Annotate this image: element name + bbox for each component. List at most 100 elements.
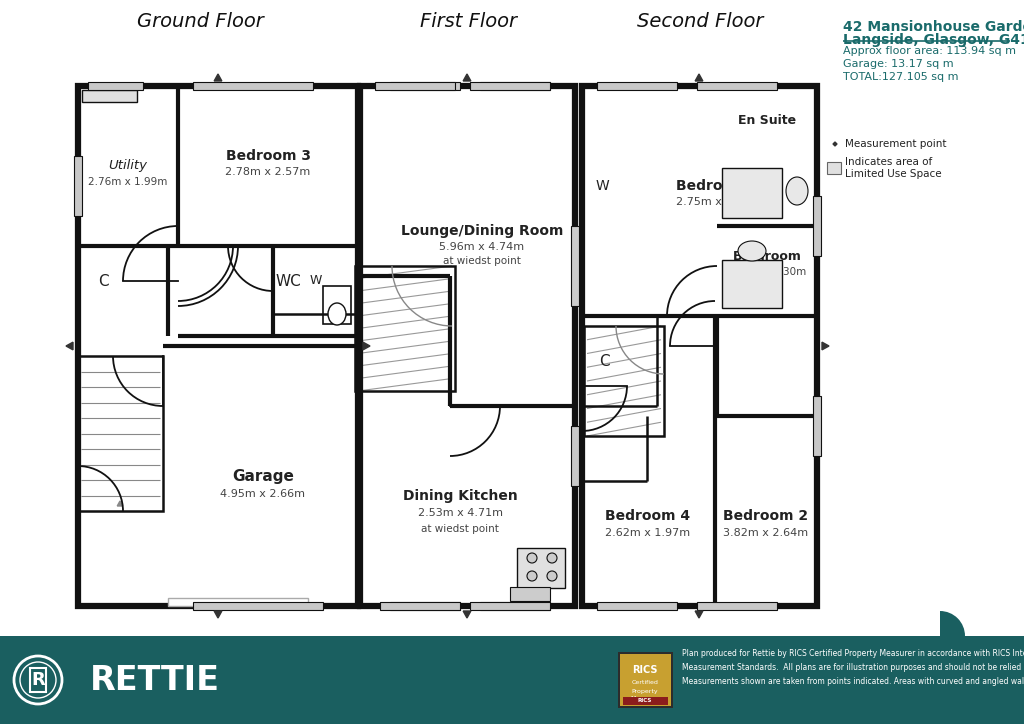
Text: Plan produced for Rettie by RICS Certified Property Measurer in accordance with : Plan produced for Rettie by RICS Certifi… <box>682 649 1024 686</box>
Text: Property: Property <box>632 689 658 694</box>
Bar <box>813 196 821 256</box>
Text: W: W <box>310 274 323 287</box>
Polygon shape <box>463 611 471 618</box>
Bar <box>168 598 308 606</box>
Text: WC: WC <box>275 274 301 288</box>
Polygon shape <box>66 342 73 350</box>
Text: 2.75m x 4.08m: 2.75m x 4.08m <box>677 197 762 207</box>
Bar <box>88 82 143 90</box>
Polygon shape <box>118 501 123 506</box>
Text: 5.96m x 4.74m: 5.96m x 4.74m <box>439 242 524 252</box>
Bar <box>620 654 671 706</box>
Text: at wiedst point: at wiedst point <box>443 256 521 266</box>
Bar <box>517 548 565 588</box>
Text: Ground Floor: Ground Floor <box>136 12 263 31</box>
Bar <box>470 82 550 90</box>
Bar <box>571 426 579 486</box>
Bar <box>360 86 575 606</box>
Bar <box>510 587 550 601</box>
Text: Measurer: Measurer <box>631 696 659 702</box>
Text: 4.95m x 2.66m: 4.95m x 2.66m <box>220 489 305 499</box>
Bar <box>517 548 565 588</box>
Bar <box>480 82 550 90</box>
Bar <box>193 602 323 610</box>
Circle shape <box>527 571 537 581</box>
Text: En Suite: En Suite <box>738 114 796 127</box>
Bar <box>813 396 821 456</box>
Polygon shape <box>695 74 702 81</box>
Bar <box>582 86 817 606</box>
Bar <box>470 82 550 90</box>
Text: 2.53m x 4.71m: 2.53m x 4.71m <box>418 508 503 518</box>
Bar <box>78 86 358 606</box>
Bar <box>390 82 460 90</box>
Text: Dining Kitchen: Dining Kitchen <box>402 489 517 503</box>
Text: at wiedst point: at wiedst point <box>421 524 499 534</box>
Bar <box>30 668 46 692</box>
Bar <box>88 82 143 90</box>
Text: 3.82m x 2.64m: 3.82m x 2.64m <box>723 528 809 538</box>
Bar <box>597 602 677 610</box>
Text: Certified: Certified <box>632 681 658 686</box>
Ellipse shape <box>328 303 346 325</box>
Bar <box>193 82 313 90</box>
Bar <box>480 602 550 610</box>
Circle shape <box>547 553 557 563</box>
Bar <box>355 266 455 391</box>
Text: Bedroom 3: Bedroom 3 <box>225 149 310 163</box>
Bar <box>597 82 677 90</box>
Text: Langside, Glasgow, G41 3DP: Langside, Glasgow, G41 3DP <box>843 33 1024 47</box>
Text: 2.78m x 2.57m: 2.78m x 2.57m <box>225 167 310 177</box>
Bar <box>82 90 137 102</box>
Bar <box>571 226 579 306</box>
Ellipse shape <box>786 177 808 205</box>
Text: Lounge/Dining Room: Lounge/Dining Room <box>400 224 563 238</box>
Bar <box>940 611 1024 636</box>
Bar <box>697 82 777 90</box>
Bar <box>74 156 82 216</box>
Bar <box>0 0 1024 636</box>
Bar <box>390 602 460 610</box>
Bar <box>697 82 777 90</box>
Text: 42 Mansionhouse Gardens: 42 Mansionhouse Gardens <box>843 20 1024 34</box>
Text: Garage: 13.17 sq m: Garage: 13.17 sq m <box>843 59 953 69</box>
Bar <box>597 82 677 90</box>
Bar <box>571 426 579 486</box>
Bar <box>510 587 550 601</box>
Bar <box>390 82 460 90</box>
Polygon shape <box>463 74 471 81</box>
Polygon shape <box>214 74 222 81</box>
Text: 1.87m x 2.30m: 1.87m x 2.30m <box>727 267 807 277</box>
Polygon shape <box>362 342 370 350</box>
Bar <box>193 82 313 90</box>
Polygon shape <box>822 342 829 350</box>
Bar <box>597 602 677 610</box>
Bar <box>618 652 673 708</box>
Circle shape <box>527 553 537 563</box>
Text: Second Floor: Second Floor <box>637 12 763 31</box>
Bar <box>323 286 351 324</box>
Bar <box>571 226 579 306</box>
Bar <box>813 196 821 256</box>
Text: Measurement point: Measurement point <box>845 139 946 149</box>
Text: Bedroom 4: Bedroom 4 <box>605 509 690 523</box>
Text: RETTIE: RETTIE <box>90 663 220 696</box>
Text: Approx floor area: 113.94 sq m: Approx floor area: 113.94 sq m <box>843 46 1016 56</box>
Bar <box>375 82 455 90</box>
Text: W: W <box>595 179 609 193</box>
Bar <box>390 602 460 610</box>
Text: 2.62m x 1.97m: 2.62m x 1.97m <box>605 528 690 538</box>
Bar <box>193 602 323 610</box>
Text: First Floor: First Floor <box>420 12 516 31</box>
Text: 2.76m x 1.99m: 2.76m x 1.99m <box>88 177 168 187</box>
Text: RICS: RICS <box>638 699 652 704</box>
Bar <box>380 602 460 610</box>
Text: Utility: Utility <box>109 159 147 172</box>
Bar <box>697 602 777 610</box>
Bar <box>827 162 841 174</box>
Text: Bedroom 1: Bedroom 1 <box>677 179 762 193</box>
Text: TOTAL:127.105 sq m: TOTAL:127.105 sq m <box>843 72 958 82</box>
Bar <box>480 602 550 610</box>
Bar <box>0 636 1024 724</box>
Bar <box>480 82 550 90</box>
